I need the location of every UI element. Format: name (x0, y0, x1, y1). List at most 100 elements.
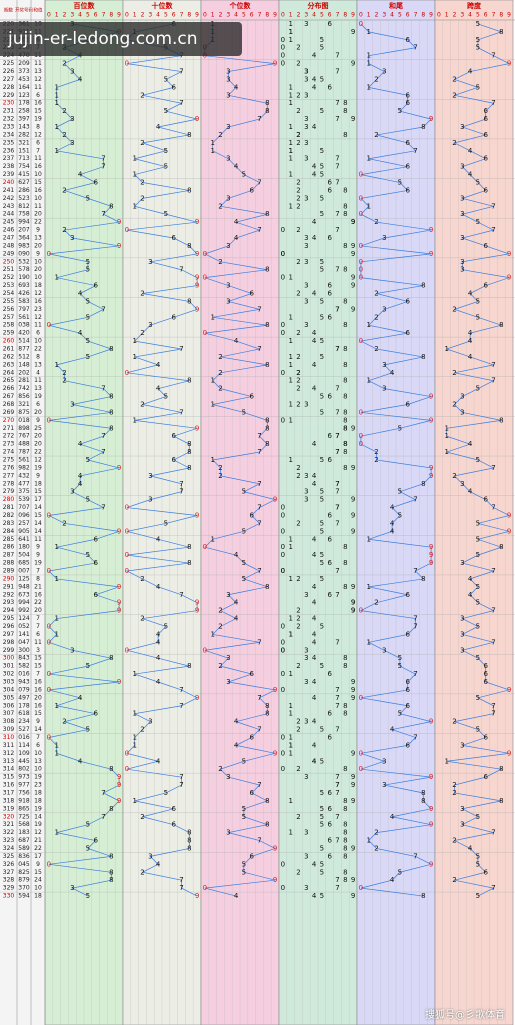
trend-digit: 6 (93, 282, 98, 290)
digit-header: 4 (312, 12, 316, 19)
distribution-digit: 8 (343, 424, 347, 432)
period: 304 (3, 686, 15, 693)
period: 318 (3, 797, 15, 804)
distribution-digit: 5 (320, 488, 324, 496)
trend-digit: 8 (187, 837, 191, 845)
digit-header: 2 (219, 12, 223, 19)
trend-digit: 4 (234, 615, 239, 623)
trend-digit: 9 (273, 876, 277, 884)
distribution-digit: 1 (288, 741, 292, 749)
trend-digit: 7 (413, 496, 417, 504)
distribution-digit: 1 (288, 91, 292, 99)
trend-digit: 0 (125, 226, 129, 234)
distribution-digit: 8 (343, 440, 347, 448)
distribution-digit: 8 (343, 837, 347, 845)
trend-digit: 8 (187, 440, 191, 448)
trend-digit: 6 (93, 535, 98, 543)
draw-number: 109 (18, 750, 30, 757)
sum: 22 (34, 599, 42, 606)
sum: 22 (34, 449, 42, 456)
trend-digit: 7 (257, 638, 261, 646)
distribution-digit: 2 (296, 194, 300, 202)
distribution-digit: 4 (312, 75, 317, 83)
trend-digit: 6 (405, 163, 410, 171)
trend-digit: 2 (452, 781, 456, 789)
trend-digit: 1 (132, 741, 136, 749)
distribution-digit: 0 (281, 567, 285, 575)
draw-number: 321 (18, 139, 30, 146)
digit-header: 9 (273, 12, 277, 19)
distribution-digit: 8 (343, 393, 347, 401)
digit-header: 9 (429, 12, 433, 19)
sum: 25 (34, 425, 42, 432)
draw-number: 016 (18, 671, 30, 678)
distribution-digit: 4 (312, 480, 317, 488)
trend-digit: 2 (140, 139, 144, 147)
trend-digit: 6 (93, 710, 98, 718)
trend-digit: 0 (359, 694, 363, 702)
trend-digit: 6 (405, 186, 410, 194)
trend-digit: 5 (242, 408, 246, 416)
trend-digit: 4 (468, 171, 473, 179)
trend-digit: 5 (242, 868, 246, 876)
distribution-digit: 8 (343, 416, 347, 424)
trend-digit: 7 (413, 615, 417, 623)
draw-number: 148 (18, 361, 30, 368)
distribution-digit: 6 (327, 83, 332, 91)
distribution-digit: 7 (335, 567, 339, 575)
distribution-digit: 3 (304, 91, 308, 99)
trend-digit: 0 (203, 250, 207, 258)
trend-digit: 3 (382, 68, 386, 76)
sum: 6 (36, 139, 40, 146)
sum: 9 (36, 544, 40, 551)
trend-digit: 6 (405, 139, 410, 147)
trend-digit: 6 (483, 155, 488, 163)
trend-digit: 5 (476, 860, 480, 868)
trend-digit: 9 (117, 464, 121, 472)
trend-digit: 7 (101, 155, 105, 163)
digit-header: 6 (94, 12, 98, 19)
draw-number: 432 (18, 472, 30, 479)
distribution-digit: 0 (281, 543, 285, 551)
trend-digit: 0 (359, 765, 363, 773)
distribution-digit: 7 (335, 163, 339, 171)
period: 306 (3, 702, 15, 709)
period: 296 (3, 623, 15, 630)
distribution-digit: 9 (351, 678, 355, 686)
column-header: 开奖号码 (15, 7, 33, 14)
trend-digit: 9 (195, 305, 199, 313)
trend-digit: 5 (242, 575, 246, 583)
period: 269 (3, 409, 15, 416)
trend-digit: 6 (483, 115, 488, 123)
trend-digit: 6 (405, 591, 410, 599)
period: 279 (3, 488, 15, 495)
period: 227 (3, 76, 15, 83)
trend-digit: 3 (460, 805, 464, 813)
draw-number: 707 (18, 504, 30, 511)
distribution-digit: 5 (320, 107, 324, 115)
distribution-digit: 0 (281, 416, 285, 424)
distribution-digit: 0 (281, 250, 285, 258)
period: 329 (3, 885, 15, 892)
trend-digit: 5 (242, 527, 246, 535)
trend-digit: 5 (476, 551, 480, 559)
period: 275 (3, 457, 15, 464)
draw-number: 038 (18, 322, 30, 329)
distribution-digit: 7 (335, 638, 339, 646)
sum: 6 (36, 742, 40, 749)
trend-digit: 2 (140, 290, 144, 298)
trend-digit: 7 (413, 567, 417, 575)
digit-header: 4 (156, 12, 160, 19)
trend-digit: 5 (86, 456, 90, 464)
trend-line (359, 23, 433, 897)
distribution-digit: 3 (304, 258, 308, 266)
digit-header: 2 (63, 12, 67, 19)
trend-digit: 5 (476, 726, 480, 734)
distribution-digit: 0 (281, 226, 285, 234)
trend-digit: 9 (273, 844, 277, 852)
trend-digit: 5 (476, 599, 480, 607)
trend-digit: 8 (187, 844, 191, 852)
trend-digit: 9 (195, 274, 199, 282)
sum: 12 (34, 314, 42, 321)
sum: 7 (36, 567, 40, 574)
